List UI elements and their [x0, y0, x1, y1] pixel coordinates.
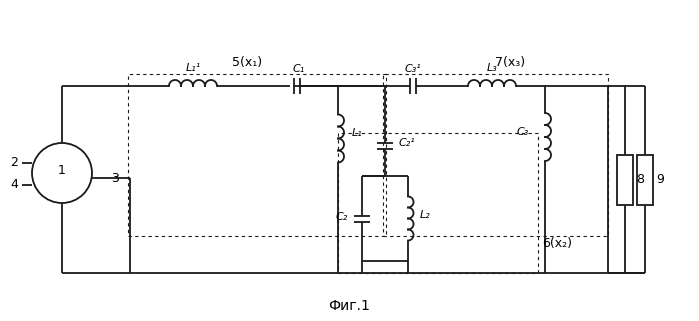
Bar: [617, 154, 633, 204]
Text: 8: 8: [636, 173, 644, 186]
Text: 2: 2: [10, 157, 18, 169]
Text: C₃: C₃: [517, 127, 529, 137]
Text: L₃: L₃: [487, 63, 498, 73]
Text: 1: 1: [58, 164, 66, 178]
Text: C₃¹: C₃¹: [405, 64, 421, 74]
Text: L₂: L₂: [419, 211, 431, 221]
Text: 9: 9: [656, 173, 664, 186]
Bar: [637, 154, 653, 204]
Text: C₂: C₂: [336, 212, 348, 221]
Text: L₁¹: L₁¹: [185, 63, 201, 73]
Text: 3: 3: [111, 171, 119, 185]
Text: 6(x₂): 6(x₂): [542, 237, 572, 249]
Bar: [383, 74, 608, 236]
Text: 7(x₃): 7(x₃): [496, 56, 526, 69]
Text: 4: 4: [10, 178, 18, 192]
Bar: [128, 74, 386, 236]
Text: C₂¹: C₂¹: [399, 138, 416, 148]
Bar: [338, 133, 538, 273]
Text: 5(x₁): 5(x₁): [232, 56, 262, 69]
Text: Фиг.1: Фиг.1: [329, 299, 370, 313]
Text: C₁: C₁: [293, 64, 305, 74]
Text: L₁: L₁: [352, 128, 363, 138]
